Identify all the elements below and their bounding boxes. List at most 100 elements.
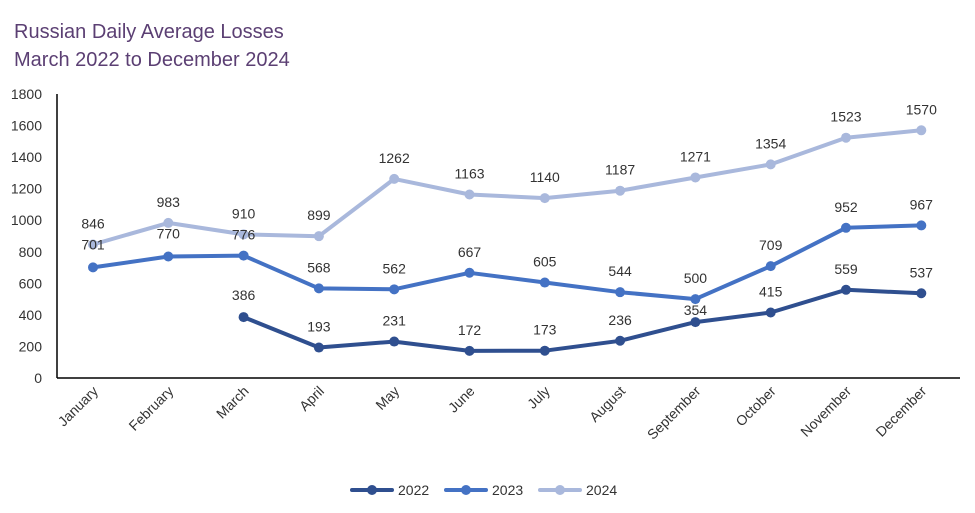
data-label-2022: 236 [608, 312, 632, 328]
data-point-2023 [163, 251, 174, 262]
data-point-2024 [313, 231, 324, 242]
data-label-2023: 701 [81, 236, 105, 252]
data-label-2024: 910 [232, 205, 256, 221]
y-tick-label: 200 [19, 338, 43, 354]
data-label-2023: 500 [684, 270, 708, 286]
data-label-2022: 172 [458, 322, 482, 338]
data-point-2022 [389, 336, 400, 347]
x-tick-label: October [732, 383, 779, 430]
x-tick-label: February [125, 383, 176, 434]
data-label-2022: 415 [759, 284, 783, 300]
data-label-2022: 231 [383, 313, 407, 329]
data-label-2024: 1354 [755, 135, 786, 151]
data-label-2023: 770 [157, 226, 181, 242]
data-point-2023 [841, 222, 851, 233]
data-label-2023: 709 [759, 237, 783, 253]
data-point-2023 [464, 267, 475, 278]
data-label-2023: 562 [383, 260, 407, 276]
data-label-2022: 386 [232, 287, 256, 303]
data-point-2022 [690, 317, 701, 328]
data-point-2023 [615, 287, 626, 298]
data-label-2024: 983 [157, 194, 181, 210]
data-label-2022: 173 [533, 322, 557, 338]
data-point-2024 [615, 185, 626, 196]
legend-marker-2023 [461, 485, 471, 495]
legend-label-2023: 2023 [492, 482, 523, 498]
data-label-2022: 537 [910, 264, 934, 280]
data-point-2024 [238, 229, 249, 240]
data-point-2022 [238, 312, 249, 323]
legend-label-2022: 2022 [398, 482, 429, 498]
data-point-2023 [88, 262, 98, 273]
chart-title-block: Russian Daily Average Losses March 2022 … [14, 18, 290, 74]
legend-label-2024: 2024 [586, 482, 617, 498]
data-point-2022 [765, 307, 776, 318]
y-tick-label: 1800 [11, 86, 42, 102]
x-tick-label: May [372, 383, 402, 413]
data-point-2024 [389, 173, 400, 184]
data-point-2023 [916, 220, 927, 231]
x-tick-label: July [524, 383, 553, 412]
data-label-2024: 1570 [906, 101, 937, 117]
data-point-2023 [765, 261, 776, 272]
data-label-2023: 776 [232, 227, 256, 243]
data-label-2024: 846 [81, 216, 105, 232]
x-tick-label: January [55, 383, 102, 430]
data-label-2024: 1163 [454, 166, 484, 182]
y-tick-label: 400 [19, 307, 43, 323]
data-label-2022: 559 [834, 261, 858, 277]
data-label-2024: 1187 [605, 162, 635, 178]
data-label-2023: 568 [307, 259, 331, 275]
y-tick-label: 0 [34, 370, 42, 386]
data-label-2024: 1523 [830, 109, 861, 125]
data-point-2022 [841, 284, 851, 295]
legend-marker-2022 [367, 485, 377, 495]
data-point-2024 [539, 193, 550, 204]
data-label-2024: 1271 [680, 148, 711, 164]
x-tick-label: September [644, 383, 704, 443]
data-point-2022 [539, 345, 550, 356]
series-line-2023 [91, 223, 924, 302]
x-tick-label: June [445, 383, 478, 416]
data-label-2024: 1262 [379, 150, 410, 166]
x-tick-label: March [213, 383, 252, 422]
series-line-2022 [241, 287, 924, 353]
data-point-2024 [163, 217, 174, 228]
data-label-2024: 899 [307, 207, 331, 223]
data-point-2023 [238, 250, 249, 261]
data-point-2023 [539, 277, 550, 288]
data-point-2024 [916, 125, 927, 136]
y-tick-label: 600 [19, 275, 43, 291]
x-tick-label: November [797, 383, 854, 440]
x-tick-label: August [586, 383, 628, 425]
y-tick-label: 1600 [11, 118, 42, 134]
data-point-2023 [389, 284, 400, 295]
data-label-2023: 544 [608, 263, 632, 279]
data-label-2023: 952 [834, 199, 858, 215]
data-point-2024 [841, 132, 851, 143]
data-point-2023 [313, 283, 324, 294]
series-line-2024 [91, 128, 924, 247]
data-label-2022: 193 [307, 319, 331, 335]
data-label-2023: 967 [910, 196, 934, 212]
data-label-2023: 667 [458, 244, 482, 260]
data-point-2024 [765, 159, 776, 170]
y-tick-label: 800 [19, 244, 43, 260]
data-point-2022 [916, 288, 927, 299]
chart-title: Russian Daily Average Losses [14, 21, 284, 43]
y-tick-label: 1400 [11, 149, 42, 165]
x-tick-label: April [296, 383, 327, 414]
data-point-2022 [615, 335, 626, 346]
data-label-2024: 1140 [530, 169, 560, 185]
data-point-2022 [313, 342, 324, 353]
data-point-2024 [464, 189, 475, 200]
data-point-2023 [690, 294, 701, 305]
chart-subtitle: March 2022 to December 2024 [14, 49, 290, 71]
y-tick-label: 1200 [11, 181, 42, 197]
legend-marker-2024 [555, 485, 565, 495]
y-tick-label: 1000 [11, 212, 42, 228]
data-point-2022 [464, 345, 475, 356]
data-label-2022: 354 [684, 302, 708, 318]
data-label-2023: 605 [533, 254, 557, 270]
